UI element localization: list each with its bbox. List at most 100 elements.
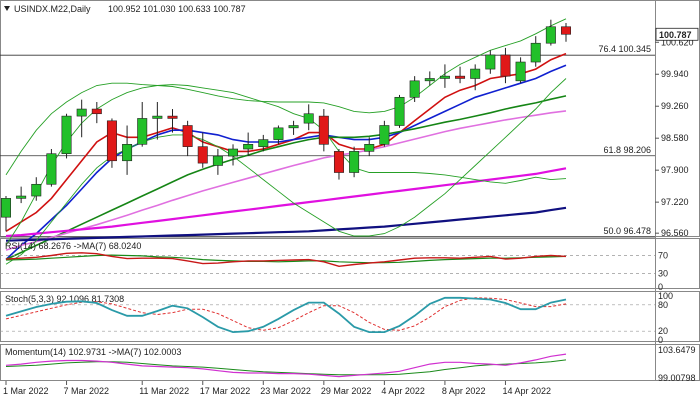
candle-4 — [61, 113, 72, 159]
candle-18 — [273, 125, 284, 145]
candle-17 — [258, 134, 269, 152]
overlay-line-8 — [5, 18, 567, 176]
chart-header: USINDX.M22,Daily 100.952 101.030 100.633… — [4, 4, 246, 14]
price-tick-label-1: 99.940 — [661, 69, 689, 79]
candle-body — [470, 68, 481, 79]
symbol-title: USINDX.M22,Daily — [14, 4, 91, 14]
candle-body — [1, 198, 11, 218]
price-tick-label-2: 99.260 — [661, 101, 689, 111]
candle-10 — [152, 101, 163, 140]
fib-level-label-2: 50.0 96.478 — [603, 226, 651, 236]
candle-body — [243, 144, 254, 150]
overlay-line-4 — [5, 167, 567, 238]
stoch-tick-label-0: 100 — [658, 291, 673, 301]
x-tick-label-8: 14 Apr 2022 — [502, 386, 551, 396]
candle-8 — [122, 125, 133, 175]
momentum-ma-line — [5, 359, 567, 376]
candle-body — [106, 120, 117, 162]
overlay-line-1 — [5, 64, 567, 261]
stoch-d-line — [5, 297, 567, 331]
price-tick-label-5: 97.220 — [661, 197, 689, 207]
candle-body — [530, 42, 541, 63]
candle-body — [349, 151, 360, 173]
overlay-line-7 — [5, 78, 567, 265]
candle-body — [61, 115, 72, 155]
fib-level-label-0: 76.4 100.345 — [598, 44, 651, 54]
x-tick-label-0: 1 Mar 2022 — [3, 386, 49, 396]
candle-6 — [91, 101, 102, 124]
candle-31 — [470, 64, 481, 91]
candle-body — [152, 115, 163, 119]
momentum-tick-label-0: 103.6479 — [658, 345, 696, 355]
candle-body — [364, 144, 375, 152]
candle-23 — [349, 146, 360, 178]
candle-body — [16, 195, 27, 199]
rsi-tick-label-0: 70 — [658, 251, 668, 261]
candle-0 — [1, 196, 11, 232]
candle-22 — [333, 149, 344, 180]
candle-body — [485, 54, 496, 70]
current-price-label: 100.787 — [659, 30, 692, 40]
candle-body — [515, 61, 526, 82]
stoch-label: Stoch(5,3,3) 92.1096 81.7308 — [5, 294, 124, 304]
rsi-tick-label-1: 30 — [658, 269, 668, 279]
candle-body — [439, 75, 450, 79]
rsi-ma-line — [5, 254, 567, 264]
candle-2 — [31, 177, 42, 201]
candle-body — [197, 146, 208, 164]
momentum-tick-label-1: 99.00798 — [658, 373, 696, 383]
x-tick-label-2: 11 Mar 2022 — [139, 386, 189, 396]
candle-32 — [485, 50, 496, 74]
candle-body — [91, 108, 102, 115]
price-tick-label-3: 98.580 — [661, 133, 689, 143]
x-tick-label-7: 8 Apr 2022 — [442, 386, 486, 396]
candle-9 — [137, 101, 148, 147]
candle-body — [76, 108, 87, 117]
stoch-tick-label-2: 20 — [658, 326, 668, 336]
candle-3 — [46, 149, 57, 187]
candle-body — [167, 115, 178, 119]
candle-body — [561, 26, 571, 35]
ohlc-values: 100.952 101.030 100.633 100.787 — [108, 4, 246, 14]
candle-body — [424, 78, 435, 82]
x-tick-label-1: 7 Mar 2022 — [64, 386, 110, 396]
overlay-line-2 — [5, 95, 567, 261]
price-panel — [0, 0, 700, 237]
candle-body — [212, 155, 223, 166]
candle-body — [455, 75, 466, 79]
candle-21 — [318, 109, 329, 152]
candle-28 — [424, 71, 435, 86]
candle-37 — [561, 22, 571, 42]
price-tick-label-0: 100.620 — [661, 37, 694, 47]
candle-1 — [16, 186, 27, 204]
overlay-line-6 — [5, 84, 567, 246]
candle-body — [288, 125, 299, 129]
rsi-rsi-line — [5, 252, 567, 268]
candle-body — [122, 144, 133, 162]
candle-body — [273, 127, 284, 140]
candle-33 — [500, 47, 511, 84]
momentum-label: Momentum(14) 102.9731 ->MA(7) 102.0003 — [5, 347, 181, 357]
candle-11 — [167, 109, 178, 133]
candle-body — [137, 118, 148, 145]
stoch-tick-label-3: 0 — [658, 335, 663, 345]
candle-25 — [379, 120, 390, 147]
candle-body — [333, 151, 344, 173]
candle-19 — [288, 120, 299, 135]
candle-body — [318, 115, 329, 145]
candle-body — [545, 26, 556, 44]
candle-27 — [409, 76, 420, 102]
x-tick-label-6: 4 Apr 2022 — [381, 386, 425, 396]
candle-body — [500, 54, 511, 77]
candle-26 — [394, 94, 405, 128]
candle-20 — [303, 104, 314, 131]
candle-16 — [243, 132, 254, 157]
candle-35 — [530, 36, 541, 67]
candle-body — [379, 125, 390, 145]
candle-body — [182, 125, 193, 147]
collapse-arrow-icon — [4, 6, 10, 11]
momentum-momentum-line — [5, 353, 567, 378]
price-tick-label-4: 97.900 — [661, 165, 689, 175]
x-tick-label-3: 17 Mar 2022 — [200, 386, 251, 396]
